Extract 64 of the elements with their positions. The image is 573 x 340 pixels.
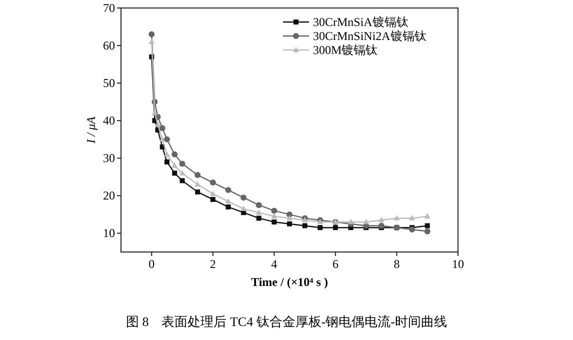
point <box>302 223 308 228</box>
point <box>225 198 232 204</box>
legend-label: 30CrMnSiNi2A镀镉钛 <box>313 29 426 43</box>
point <box>318 225 323 230</box>
point <box>286 215 292 220</box>
point <box>424 223 430 228</box>
point <box>172 151 178 158</box>
point <box>180 178 185 184</box>
point <box>159 136 166 142</box>
point <box>424 213 430 219</box>
point <box>194 181 201 187</box>
x-tick-label: 6 <box>332 257 338 271</box>
point <box>148 38 155 44</box>
y-axis-title: I / μA <box>84 116 98 144</box>
point <box>164 151 170 157</box>
point <box>210 196 216 202</box>
x-tick-label: 8 <box>394 257 400 271</box>
point <box>348 218 354 224</box>
point <box>210 190 216 196</box>
point <box>363 218 370 224</box>
point <box>154 121 161 127</box>
point <box>256 216 262 221</box>
point <box>256 202 262 208</box>
y-tick-label: 10 <box>103 226 115 240</box>
y-tick-label: 70 <box>103 1 115 15</box>
point <box>226 204 231 210</box>
x-axis-title: Time / (×10⁴ s ) <box>251 275 328 289</box>
text: 图 8 表面处理后 TC4 钛合金厚板-钢电偶电流-时间曲线 <box>126 314 448 329</box>
point <box>409 215 416 220</box>
legend-label: 30CrMnSiA镀镉钛 <box>313 15 408 29</box>
point <box>240 206 247 212</box>
point <box>378 222 384 229</box>
y-tick-label: 20 <box>103 188 115 203</box>
point <box>194 172 201 178</box>
point <box>172 170 178 176</box>
point <box>179 170 186 176</box>
point <box>332 225 338 230</box>
y-tick-label: 40 <box>103 114 115 128</box>
x-tick-label: 10 <box>452 257 464 271</box>
point <box>179 160 186 167</box>
point <box>164 136 170 142</box>
point <box>424 228 430 234</box>
point <box>394 215 400 220</box>
point <box>225 187 232 194</box>
point <box>271 208 278 214</box>
point <box>172 162 178 168</box>
point <box>164 159 170 164</box>
point <box>159 125 166 132</box>
x-tick-label: 2 <box>210 257 216 271</box>
point <box>256 209 262 215</box>
point <box>378 216 384 222</box>
y-tick-label: 50 <box>103 76 115 90</box>
y-tick-label: 60 <box>103 38 115 53</box>
point <box>240 194 247 201</box>
point <box>287 221 292 226</box>
x-tick-label: 4 <box>271 257 278 271</box>
legend-label: 300M镀镉钛 <box>313 43 378 57</box>
point <box>272 219 277 224</box>
point <box>210 180 216 186</box>
x-tick-label: 0 <box>148 257 155 271</box>
point <box>195 189 200 194</box>
y-tick-label: 30 <box>103 151 115 166</box>
point <box>148 31 155 38</box>
point <box>271 213 278 219</box>
